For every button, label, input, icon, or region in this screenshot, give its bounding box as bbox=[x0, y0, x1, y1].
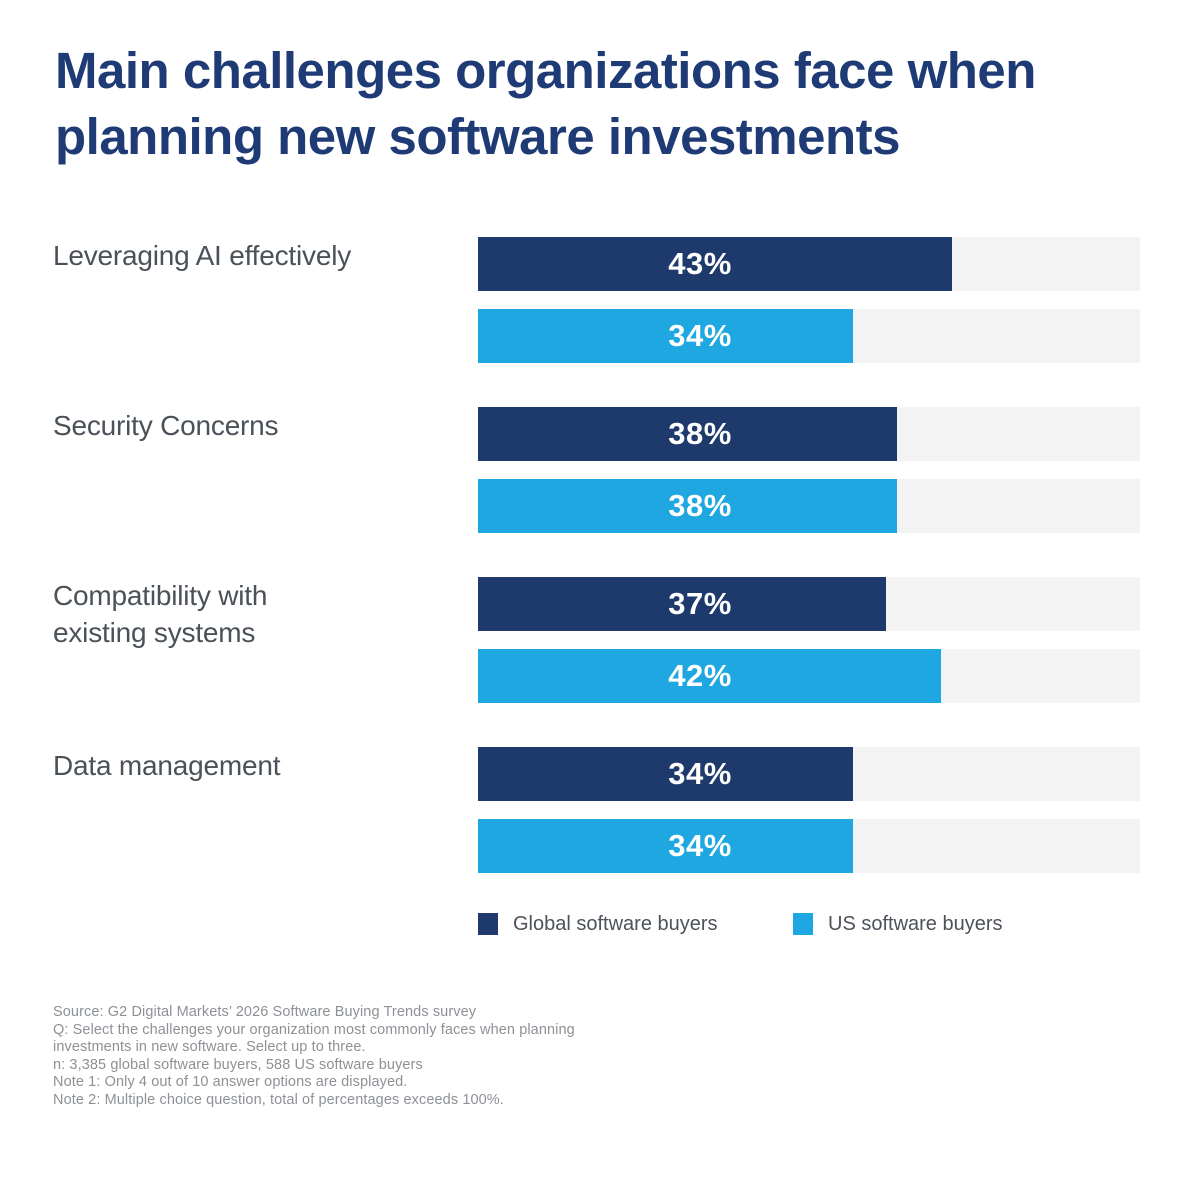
bar-track: 42% bbox=[478, 649, 1140, 703]
infographic-page: Main challenges organizations face when … bbox=[0, 38, 1200, 1188]
bar-track: 38% bbox=[478, 479, 1140, 533]
bar-global bbox=[478, 577, 887, 631]
bar-track: 37% bbox=[478, 577, 1140, 631]
bar-pair: 37% 42% bbox=[478, 577, 1140, 703]
footnote-line: Source: G2 Digital Markets’ 2026 Softwar… bbox=[53, 1004, 477, 1020]
bar-value-label: 43% bbox=[668, 246, 732, 281]
bar-pair: 43% 34% bbox=[478, 237, 1140, 363]
bar-value-label: 42% bbox=[668, 658, 732, 693]
bar-us bbox=[478, 819, 854, 873]
bar-track: 43% bbox=[478, 237, 1140, 291]
bar-value-label: 37% bbox=[668, 586, 732, 621]
bar-us bbox=[478, 309, 854, 363]
bar-us bbox=[478, 649, 942, 703]
bar-global bbox=[478, 407, 898, 461]
chart-row: Compatibility with existing systems 37% 42… bbox=[53, 577, 1140, 703]
category-label: Security Concerns bbox=[53, 410, 279, 441]
footnote-line: Note 2: Multiple choice question, total … bbox=[53, 1091, 504, 1108]
bar-track: 38% bbox=[478, 407, 1140, 461]
bar-track: 34% bbox=[478, 747, 1140, 801]
legend-swatch-icon bbox=[793, 913, 813, 935]
bar-us bbox=[478, 479, 898, 533]
chart-row: Leveraging AI effectively 43% 34% bbox=[53, 237, 1140, 363]
bar-pair: 38% 38% bbox=[478, 407, 1140, 533]
bar-global bbox=[478, 747, 854, 801]
footnote-line: Q: Select the challenges your organizati… bbox=[53, 1021, 575, 1038]
bar-track: 34% bbox=[478, 819, 1140, 873]
legend: Global software buyers US software buyers bbox=[478, 912, 1200, 936]
bar-value-label: 38% bbox=[668, 416, 732, 451]
bar-track: 34% bbox=[478, 309, 1140, 363]
chart-title: Main challenges organizations face when … bbox=[55, 42, 1036, 165]
bar-pair: 34% 34% bbox=[478, 747, 1140, 873]
bar-value-label: 34% bbox=[668, 756, 732, 791]
bar-value-label: 34% bbox=[668, 318, 732, 353]
legend-item: US software buyers bbox=[793, 913, 1003, 936]
footnote-line: investments in new software. Select up t… bbox=[53, 1039, 366, 1056]
footnotes: Source: G2 Digital Markets’ 2026 Softwar… bbox=[53, 1004, 1140, 1110]
legend-label: Global software buyers bbox=[513, 912, 718, 935]
legend-swatch-icon bbox=[478, 913, 498, 935]
category-label: Compatibility with existing systems bbox=[53, 580, 268, 648]
bar-value-label: 34% bbox=[668, 828, 732, 863]
chart-row: Data management 34% 34% bbox=[53, 747, 1140, 873]
chart-row: Security Concerns 38% 38% bbox=[53, 407, 1140, 533]
category-label: Data management bbox=[53, 750, 281, 781]
category-label: Leveraging AI effectively bbox=[53, 240, 352, 271]
bar-value-label: 38% bbox=[668, 488, 732, 523]
bar-global bbox=[478, 237, 953, 291]
legend-item: Global software buyers bbox=[478, 913, 793, 936]
footnote-line: n: 3,385 global software buyers, 588 US … bbox=[53, 1056, 423, 1073]
bar-chart: Leveraging AI effectively 43% 34% Security … bbox=[53, 237, 1140, 873]
legend-label: US software buyers bbox=[828, 912, 1003, 935]
footnote-line: Note 1: Only 4 out of 10 answer options … bbox=[53, 1074, 408, 1091]
